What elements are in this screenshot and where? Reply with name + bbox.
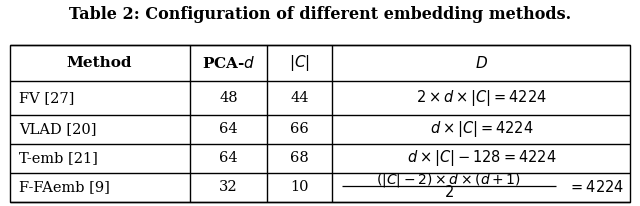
Text: F-FAemb [9]: F-FAemb [9] <box>19 180 110 194</box>
Text: $d \times |C| - 128 = 4224$: $d \times |C| - 128 = 4224$ <box>406 149 556 169</box>
Text: $= 4224$: $= 4224$ <box>568 179 624 195</box>
Text: $d \times |C| = 4224$: $d \times |C| = 4224$ <box>429 119 533 139</box>
Text: 10: 10 <box>291 180 309 194</box>
Text: $D$: $D$ <box>475 55 488 71</box>
Bar <box>10 45 630 202</box>
Text: $2$: $2$ <box>444 184 454 200</box>
Text: 68: 68 <box>291 151 309 165</box>
Text: Table 2: Configuration of different embedding methods.: Table 2: Configuration of different embe… <box>69 6 571 23</box>
Text: 64: 64 <box>219 123 237 136</box>
Text: VLAD [20]: VLAD [20] <box>19 123 97 136</box>
Text: 32: 32 <box>219 180 237 194</box>
Text: 66: 66 <box>291 123 309 136</box>
Text: $2 \times d \times |C| = 4224$: $2 \times d \times |C| = 4224$ <box>416 88 547 108</box>
Text: 44: 44 <box>291 91 309 105</box>
Text: T-emb [21]: T-emb [21] <box>19 151 98 165</box>
Text: Method: Method <box>67 56 132 70</box>
Text: 48: 48 <box>219 91 237 105</box>
Text: $(|C| - 2) \times d \times (d + 1)$: $(|C| - 2) \times d \times (d + 1)$ <box>376 171 521 189</box>
Text: $|C|$: $|C|$ <box>289 53 310 73</box>
Text: PCA-$d$: PCA-$d$ <box>202 55 255 71</box>
Text: FV [27]: FV [27] <box>19 91 74 105</box>
Text: 64: 64 <box>219 151 237 165</box>
